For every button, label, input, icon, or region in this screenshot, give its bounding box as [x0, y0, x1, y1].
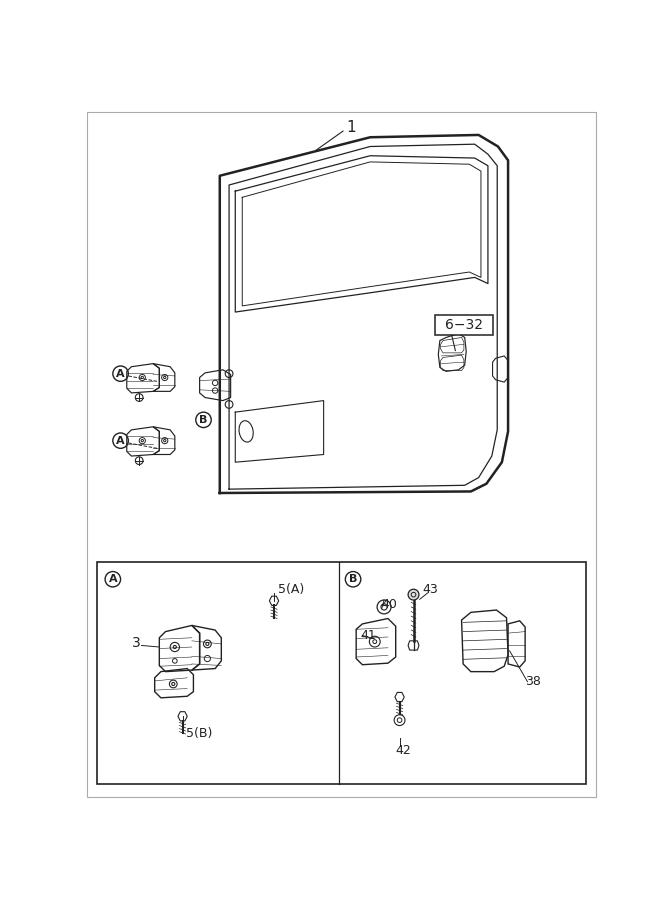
Text: 3: 3	[131, 636, 141, 650]
Text: 42: 42	[396, 744, 412, 758]
Text: B: B	[199, 415, 207, 425]
Text: 5(A): 5(A)	[278, 583, 304, 596]
Text: 41: 41	[361, 629, 377, 642]
Text: 6−32: 6−32	[445, 318, 483, 332]
Text: A: A	[109, 574, 117, 584]
Text: 40: 40	[382, 598, 398, 611]
Text: 38: 38	[525, 675, 541, 688]
Text: 43: 43	[423, 583, 438, 596]
Text: A: A	[116, 436, 125, 446]
Text: 5(B): 5(B)	[187, 726, 213, 740]
Text: B: B	[349, 574, 358, 584]
Text: A: A	[116, 369, 125, 379]
FancyBboxPatch shape	[436, 315, 492, 335]
Text: 1: 1	[346, 120, 356, 135]
Circle shape	[408, 590, 419, 600]
